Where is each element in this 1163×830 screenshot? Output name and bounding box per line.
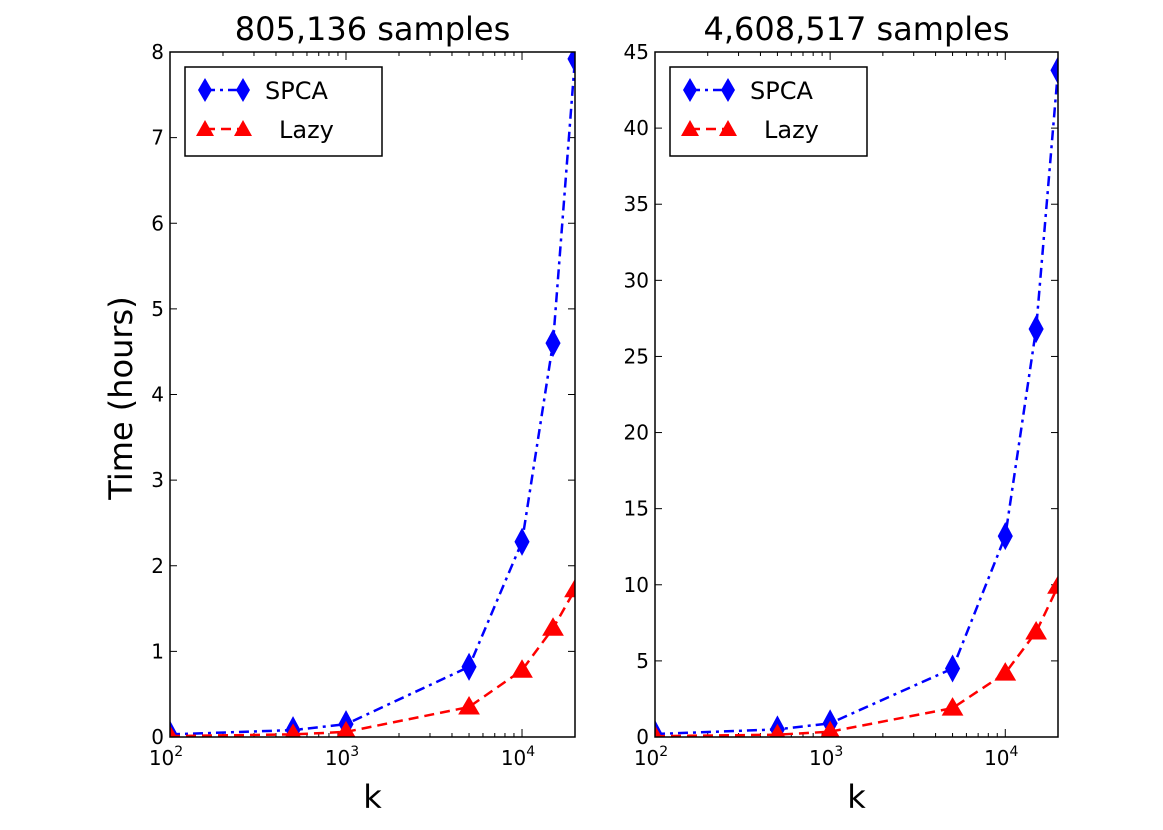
data-point-lazy bbox=[994, 662, 1017, 681]
data-point-lazy bbox=[170, 725, 177, 737]
legend-marker-triangle-icon bbox=[719, 120, 737, 136]
legend-box bbox=[669, 66, 868, 157]
y-tick-label: 1 bbox=[151, 639, 164, 663]
y-tick-label: 0 bbox=[636, 725, 649, 749]
y-tick-label: 7 bbox=[151, 126, 164, 150]
y-tick-label: 5 bbox=[151, 297, 164, 321]
y-tick-label: 40 bbox=[624, 116, 649, 140]
legend-marker-triangle-icon bbox=[681, 120, 699, 136]
plot-area bbox=[170, 52, 575, 737]
x-tick-label: 102 bbox=[634, 744, 668, 770]
legend-marker-diamond-icon bbox=[683, 78, 697, 102]
data-point-lazy bbox=[655, 725, 662, 737]
data-point-lazy bbox=[564, 578, 575, 598]
data-point-lazy bbox=[285, 723, 301, 737]
data-point-lazy bbox=[458, 696, 480, 715]
data-point-lazy bbox=[542, 617, 564, 636]
y-tick-label: 4 bbox=[151, 383, 164, 407]
plot-area bbox=[655, 56, 1058, 737]
x-axis-label: k bbox=[363, 778, 382, 816]
legend-label-lazy: Lazy bbox=[279, 116, 334, 144]
chart-panel-2: 4,608,517 samples k 0 5 10 15 20 25 30 35 40 45 102 1… bbox=[624, 10, 1059, 816]
data-point-lazy bbox=[820, 720, 840, 737]
x-tick-label: 104 bbox=[501, 744, 535, 770]
y-tick-label: 8 bbox=[151, 40, 164, 64]
x-tick-label: 104 bbox=[984, 744, 1018, 770]
data-point-lazy bbox=[941, 697, 964, 716]
data-point-lazy bbox=[511, 659, 533, 678]
legend-marker-triangle-icon bbox=[196, 120, 214, 136]
chart-title: 805,136 samples bbox=[235, 10, 511, 48]
series-line-spca bbox=[170, 58, 575, 736]
data-point-spca bbox=[514, 527, 530, 556]
y-tick-label: 5 bbox=[636, 649, 649, 673]
legend-marker-triangle-icon bbox=[234, 120, 252, 136]
legend-box bbox=[184, 66, 383, 157]
y-tick-label: 10 bbox=[624, 573, 649, 597]
data-point-spca bbox=[997, 522, 1013, 551]
x-tick-label: 103 bbox=[809, 744, 843, 770]
y-tick-label: 20 bbox=[624, 421, 649, 445]
data-point-spca bbox=[545, 329, 561, 358]
x-tick-label: 102 bbox=[149, 744, 183, 770]
data-point-lazy bbox=[1025, 620, 1047, 640]
y-tick-label: 35 bbox=[624, 192, 649, 216]
legend-marker-diamond-icon bbox=[236, 78, 250, 102]
data-point-spca bbox=[1028, 314, 1044, 344]
y-tick-label: 3 bbox=[151, 468, 164, 492]
y-tick-label: 2 bbox=[151, 554, 164, 578]
legend-label-lazy: Lazy bbox=[764, 116, 819, 144]
y-axis-label: Time (hours) bbox=[102, 296, 140, 500]
y-tick-label: 30 bbox=[624, 268, 649, 292]
legend-marker-diamond-icon bbox=[721, 78, 735, 102]
series-line-lazy bbox=[655, 585, 1058, 737]
plot-frame bbox=[654, 51, 1059, 738]
data-point-spca bbox=[567, 52, 575, 73]
y-tick-label: 6 bbox=[151, 211, 164, 235]
data-point-spca bbox=[461, 652, 477, 681]
data-point-lazy bbox=[336, 720, 356, 737]
chart-panel-1: 805,136 samples k 0 1 2 3 4 5 6 7 8 102 103 104 SPCA La… bbox=[149, 10, 576, 816]
legend-label-spca: SPCA bbox=[750, 77, 813, 105]
series-line-spca bbox=[655, 70, 1058, 736]
legend-label-spca: SPCA bbox=[265, 77, 328, 105]
data-point-spca bbox=[1050, 56, 1058, 85]
plot-frame bbox=[169, 51, 576, 738]
data-point-lazy bbox=[1047, 575, 1058, 594]
chart-title: 4,608,517 samples bbox=[703, 10, 1009, 48]
data-point-spca bbox=[944, 654, 961, 683]
y-tick-label: 45 bbox=[624, 40, 649, 64]
y-tick-label: 25 bbox=[624, 344, 649, 368]
data-point-lazy bbox=[769, 723, 786, 737]
x-tick-label: 103 bbox=[325, 744, 359, 770]
legend-marker-diamond-icon bbox=[198, 78, 212, 102]
y-tick-label: 15 bbox=[624, 497, 649, 521]
x-axis-label: k bbox=[847, 778, 866, 816]
y-tick-label: 0 bbox=[151, 725, 164, 749]
series-line-lazy bbox=[170, 589, 575, 737]
